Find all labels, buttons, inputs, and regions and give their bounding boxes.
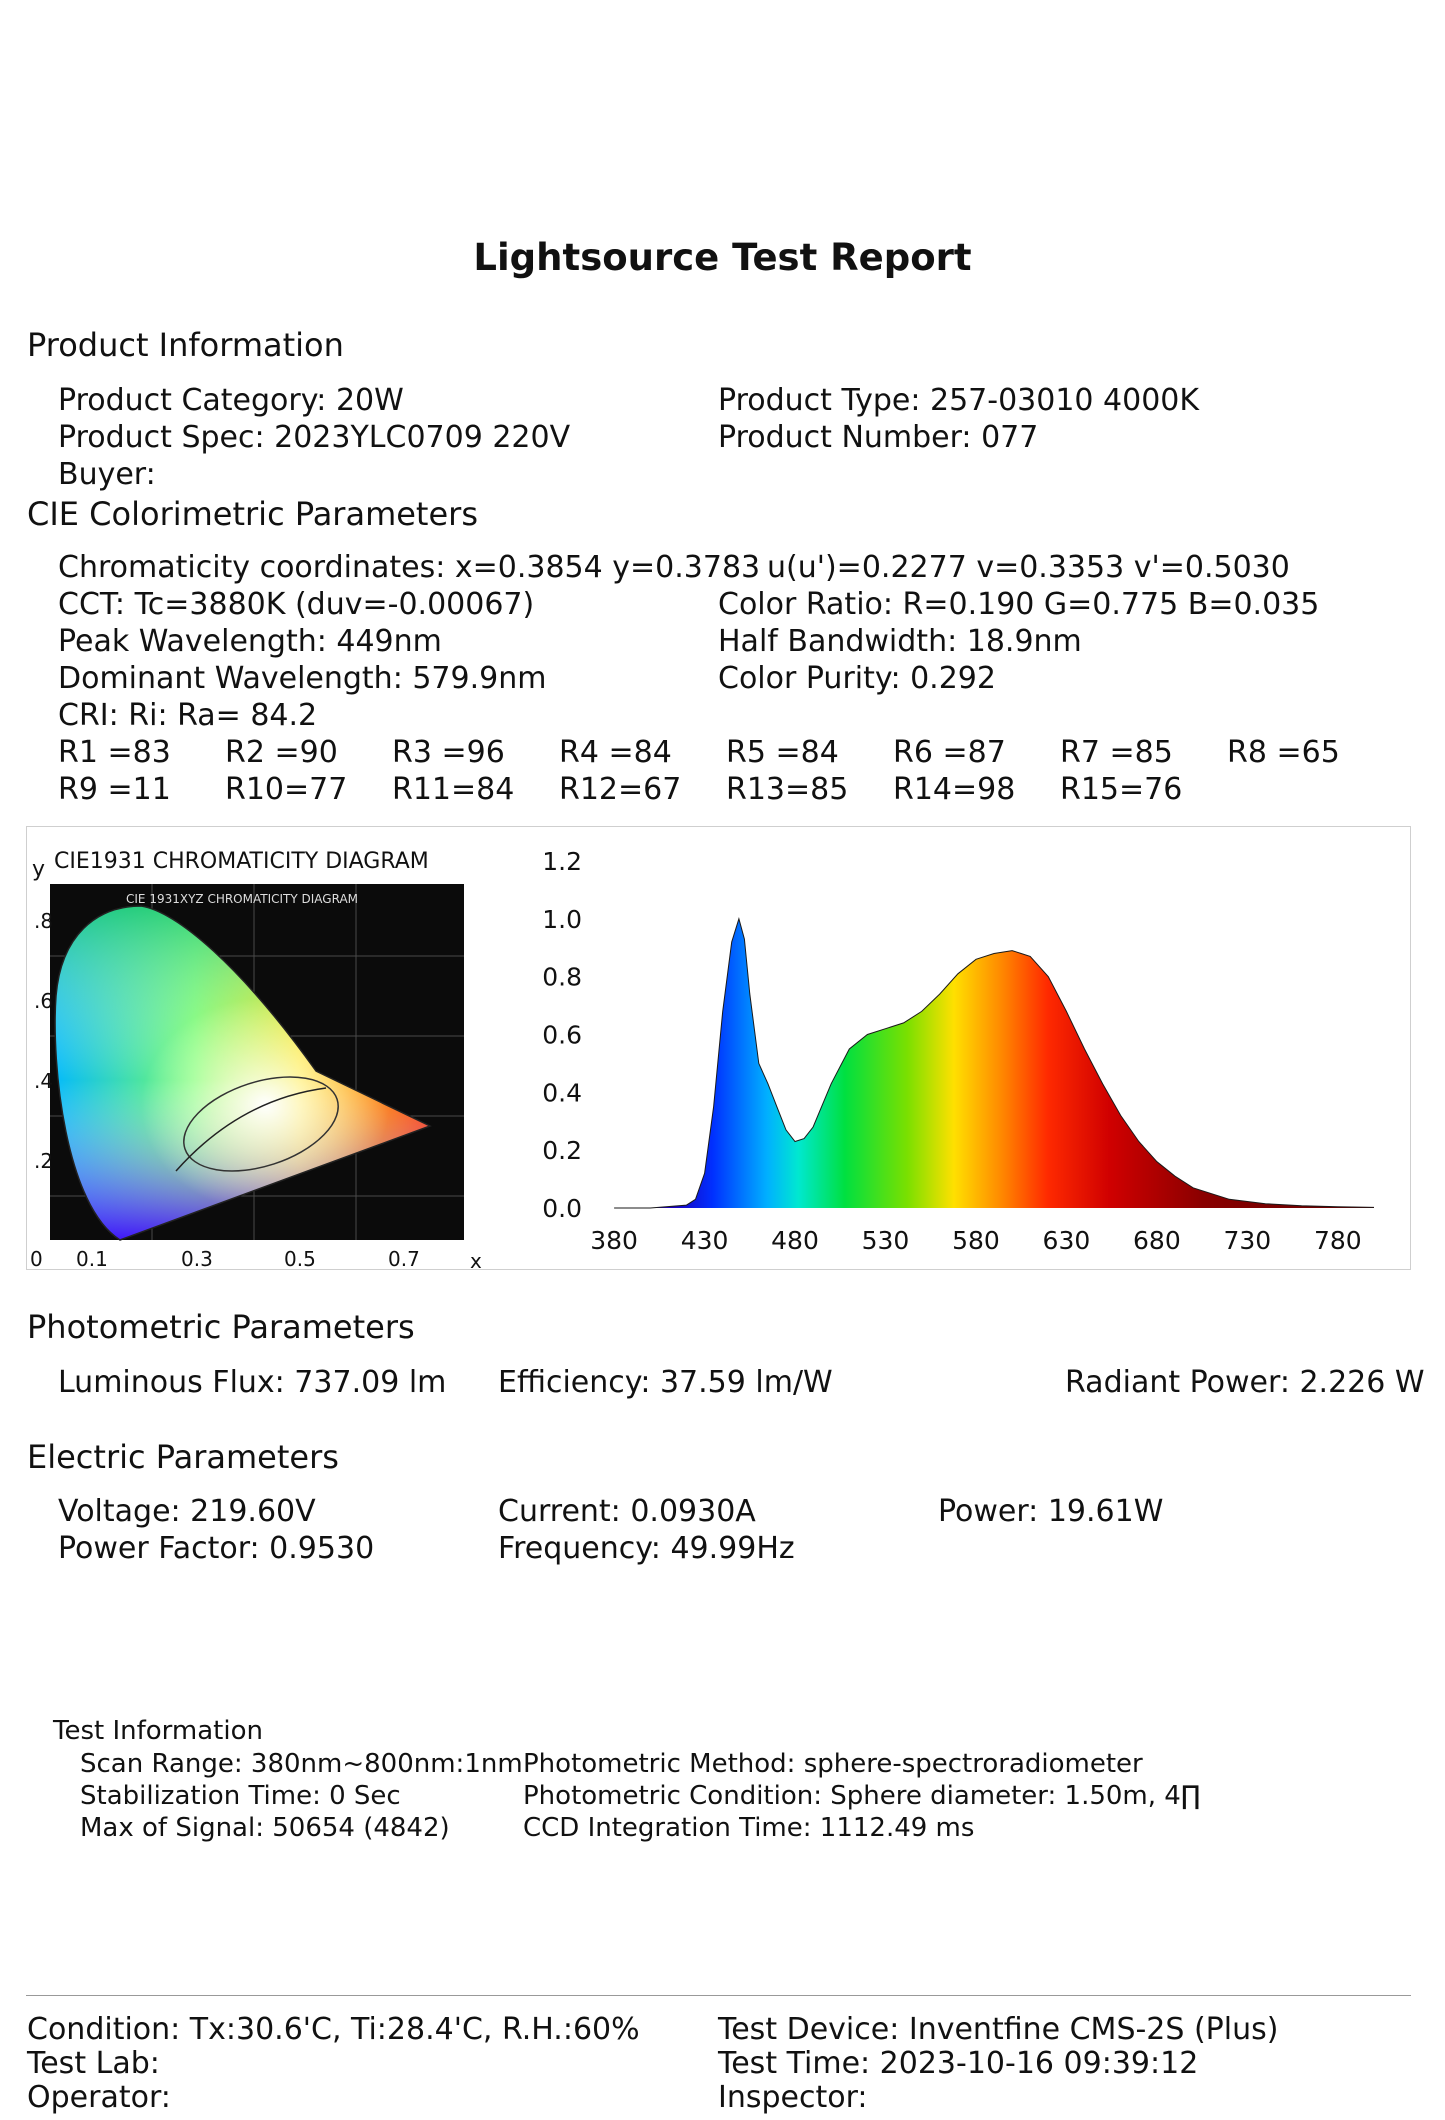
color-ratio: Color Ratio: R=0.190 G=0.775 B=0.035 [718, 587, 1320, 622]
spectrum-area [614, 918, 1374, 1208]
product-number: Product Number: 077 [718, 420, 1039, 455]
spectrum-y-tick: 0.0 [542, 1194, 582, 1223]
footer-divider [26, 1995, 1411, 1996]
product-category: Product Category: 20W [58, 383, 404, 418]
cie-y-axis-label: y [32, 857, 45, 882]
spectrum-x-tick: 580 [952, 1226, 1000, 1255]
chart-panel [26, 826, 1411, 1270]
r-value: R8 =65 [1227, 735, 1340, 770]
test-info-heading: Test Information [53, 1716, 263, 1746]
r-value: R14=98 [893, 772, 1016, 807]
photometric-heading: Photometric Parameters [27, 1308, 415, 1346]
r-value: R11=84 [392, 772, 515, 807]
operator: Operator: [27, 2080, 171, 2115]
cie-x-axis-label: x [470, 1249, 482, 1270]
spectrum-y-tick: 0.6 [542, 1021, 582, 1050]
spectrum-x-tick: 680 [1133, 1226, 1181, 1255]
cie-inner-title: CIE 1931XYZ CHROMATICITY DIAGRAM [126, 892, 358, 906]
cie-y-tick: .6 [34, 989, 53, 1013]
product-spec: Product Spec: 2023YLC0709 220V [58, 420, 571, 455]
spectrum-x-tick: 430 [681, 1226, 729, 1255]
current: Current: 0.0930A [498, 1494, 756, 1529]
buyer: Buyer: [58, 457, 156, 492]
spectral-locus [54, 905, 432, 1241]
spectrum-x-tick: 480 [771, 1226, 819, 1255]
cie-diagram: CIE1931 CHROMATICITY DIAGRAM y CIE 1931X… [30, 849, 482, 1270]
voltage: Voltage: 219.60V [58, 1494, 316, 1529]
cie-x-tick: 0.3 [181, 1247, 213, 1270]
stabilization-time: Stabilization Time: 0 Sec [80, 1781, 401, 1811]
r-value: R2 =90 [225, 735, 338, 770]
power: Power: 19.61W [938, 1494, 1164, 1529]
cie-x-tick: 0.1 [76, 1247, 108, 1270]
spectrum-y-tick: 1.2 [542, 847, 582, 876]
r-value: R10=77 [225, 772, 348, 807]
cie-diagram-title: CIE1931 CHROMATICITY DIAGRAM [54, 849, 429, 874]
cie-x-tick: 0.5 [284, 1247, 316, 1270]
dominant-wavelength: Dominant Wavelength: 579.9nm [58, 661, 547, 696]
spectrum-x-tick: 780 [1314, 1226, 1362, 1255]
product-info-heading: Product Information [27, 326, 344, 364]
radiant-power: Radiant Power: 2.226 W [1065, 1365, 1425, 1400]
photometric-method: Photometric Method: sphere-spectroradiom… [523, 1749, 1143, 1779]
r-value: R5 =84 [726, 735, 839, 770]
scan-range: Scan Range: 380nm~800nm:1nm [80, 1749, 523, 1779]
chromaticity-coordinates: Chromaticity coordinates: x=0.3854 y=0.3… [58, 550, 761, 585]
r-value: R3 =96 [392, 735, 505, 770]
r-value: R12=67 [559, 772, 682, 807]
cie-y-tick: .2 [34, 1149, 53, 1173]
efficiency: Efficiency: 37.59 lm/W [498, 1365, 833, 1400]
cie-x-tick: 0 [30, 1247, 43, 1270]
planckian-locus [175, 1087, 327, 1172]
frequency: Frequency: 49.99Hz [498, 1531, 795, 1566]
report-title: Lightsource Test Report [473, 236, 972, 279]
r-value: R9 =11 [58, 772, 171, 807]
planckian-region [183, 1076, 339, 1172]
peak-wavelength: Peak Wavelength: 449nm [58, 624, 442, 659]
cri: CRI: Ri: Ra= 84.2 [58, 698, 318, 733]
r-value: R15=76 [1060, 772, 1183, 807]
spectrum-line [614, 917, 1375, 1209]
cie-y-tick: .8 [34, 909, 53, 933]
cie-heading: CIE Colorimetric Parameters [27, 495, 478, 533]
electric-heading: Electric Parameters [27, 1438, 339, 1476]
r-value: R7 =85 [1060, 735, 1173, 770]
r-value: R6 =87 [893, 735, 1006, 770]
spectrum-chart: 0.0 0.2 0.4 0.6 0.8 1.0 1.2 380 430 480 530 580 630… [542, 847, 1375, 1255]
test-device: Test Device: Inventfine CMS-2S (Plus) [718, 2012, 1279, 2047]
condition: Condition: Tx:30.6'C, Ti:28.4'C, R.H.:60… [27, 2012, 640, 2047]
cie-x-tick: 0.7 [388, 1247, 420, 1270]
spectrum-y-tick: 0.2 [542, 1136, 582, 1165]
test-time: Test Time: 2023-10-16 09:39:12 [718, 2046, 1199, 2081]
uv-coordinates: u(u')=0.2277 v=0.3353 v'=0.5030 [767, 550, 1290, 585]
spectrum-y-tick: 0.4 [542, 1078, 582, 1107]
spectrum-y-tick: 1.0 [542, 905, 582, 934]
r-value: R4 =84 [559, 735, 672, 770]
max-signal: Max of Signal: 50654 (4842) [80, 1813, 450, 1843]
half-bandwidth: Half Bandwidth: 18.9nm [718, 624, 1082, 659]
luminous-flux: Luminous Flux: 737.09 lm [58, 1365, 447, 1400]
r-value: R1 =83 [58, 735, 171, 770]
inspector: Inspector: [718, 2080, 868, 2115]
spectrum-y-tick: 0.8 [542, 963, 582, 992]
spectrum-x-tick: 380 [590, 1226, 638, 1255]
power-factor: Power Factor: 0.9530 [58, 1531, 375, 1566]
spectrum-x-tick: 730 [1223, 1226, 1271, 1255]
color-purity: Color Purity: 0.292 [718, 661, 996, 696]
product-type: Product Type: 257-03010 4000K [718, 383, 1200, 418]
cct: CCT: Tc=3880K (duv=-0.00067) [58, 587, 535, 622]
cie-y-tick: .4 [34, 1069, 53, 1093]
photometric-condition: Photometric Condition: Sphere diameter: … [523, 1781, 1201, 1811]
spectrum-x-tick: 630 [1043, 1226, 1091, 1255]
test-lab: Test Lab: [27, 2046, 160, 2081]
r-value: R13=85 [726, 772, 849, 807]
ccd-integration-time: CCD Integration Time: 1112.49 ms [523, 1813, 975, 1843]
spectrum-x-tick: 530 [862, 1226, 910, 1255]
